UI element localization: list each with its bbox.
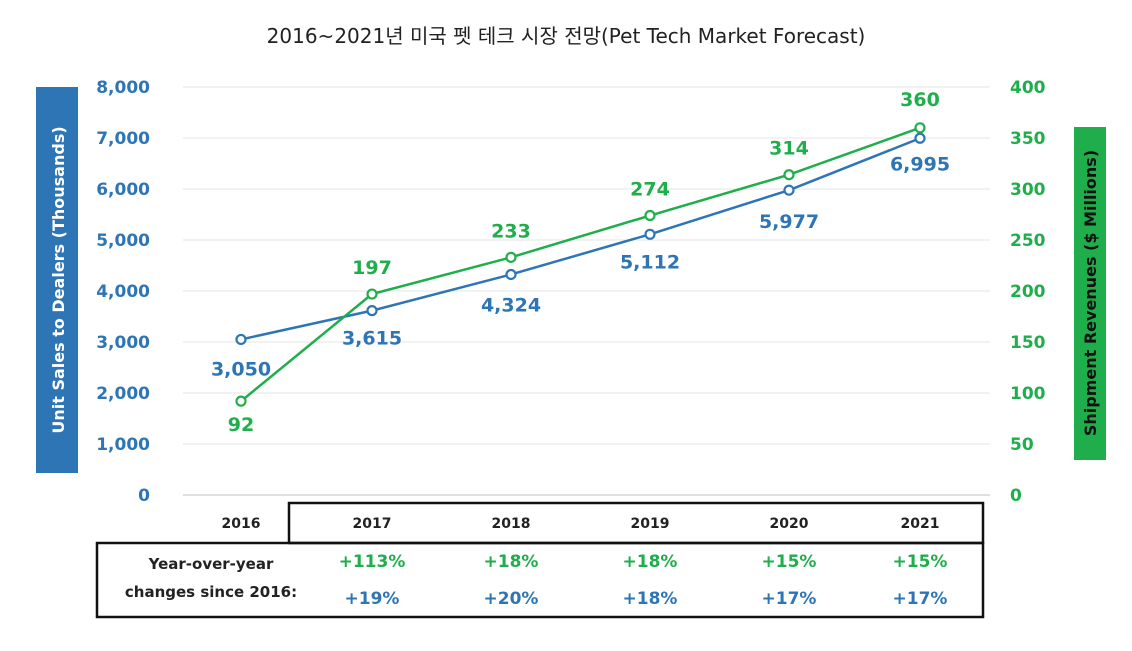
data-point [505,268,517,281]
data-label: 92 [228,414,254,436]
x-category-label: 2020 [770,516,809,532]
right-tick-label: 300 [1010,180,1046,200]
x-category-label: 2017 [353,516,392,532]
right-axis-ticks: 0 50 100 150 200 250 300 350 400 [1010,78,1046,506]
gridlines [183,86,990,496]
left-tick-label: 3,000 [96,333,150,353]
series-line [240,126,921,403]
data-label: 233 [491,220,531,242]
yoy-revenue-change: +18% [484,552,539,572]
data-point [366,305,378,317]
series-lines [235,122,926,407]
data-point [783,184,795,196]
yoy-label-line2: changes since 2016: [125,583,297,601]
left-tick-label: 0 [138,486,150,506]
data-label: 314 [769,138,809,160]
right-tick-label: 50 [1010,435,1034,455]
data-point [783,169,795,181]
data-labels: 3,050 3,615 4,324 5,112 5,977 6,995 92 197 233 27… [211,89,950,436]
data-point [644,228,656,240]
right-tick-label: 100 [1010,384,1046,404]
data-label: 4,324 [481,294,541,316]
chart-title: 2016~2021년 미국 펫 테크 시장 전망(Pet Tech Market… [267,24,866,48]
yoy-unit-change: +19% [345,589,400,609]
yoy-revenue-change: +113% [339,552,406,572]
left-axis-label-box [36,87,78,473]
x-category-label: 2019 [631,516,670,532]
yoy-unit-change: +20% [484,589,539,609]
right-tick-label: 400 [1010,78,1046,98]
left-tick-label: 1,000 [96,435,150,455]
yoy-unit-change: +18% [623,589,678,609]
data-label: 5,977 [759,211,819,233]
left-tick-label: 6,000 [96,180,150,200]
left-tick-label: 8,000 [96,78,150,98]
yoy-table-frame [95,541,985,619]
x-category-label: 2016 [222,516,261,532]
series-line [240,137,921,341]
yoy-revenue-change: +15% [893,552,948,572]
left-tick-label: 7,000 [96,129,150,149]
data-point [505,251,517,263]
right-axis-label-box [1074,127,1106,460]
left-tick-label: 2,000 [96,384,150,404]
data-point [644,209,656,222]
yoy-values: +113% +18% +18% +15% +15% +19% +20% +18% +17% +17… [339,552,948,609]
left-axis-ticks: 0 1,000 2,000 3,000 4,000 5,000 6,000 7,000 8,00… [96,78,150,506]
left-axis-label: Unit Sales to Dealers (Thousands) [49,126,68,433]
x-category-label: 2018 [492,516,531,532]
left-tick-label: 4,000 [96,282,150,302]
x-category-label: 2021 [901,516,940,532]
data-point [235,333,247,346]
data-label: 5,112 [620,251,680,273]
data-label: 3,615 [342,328,402,350]
x-axis-categories: 2016 2017 2018 2019 2020 2021 [222,516,940,532]
yoy-revenue-change: +15% [762,552,817,572]
data-point [914,132,926,144]
data-label: 274 [630,179,670,201]
yoy-unit-change: +17% [893,589,948,609]
right-tick-label: 250 [1010,231,1046,251]
data-label: 197 [352,257,392,279]
yoy-label-line1: Year-over-year [148,555,274,573]
data-point [914,122,926,134]
data-label: 6,995 [890,153,950,175]
right-axis-label: Shipment Revenues ($ Millions) [1081,150,1100,436]
yoy-revenue-change: +18% [623,552,678,572]
right-tick-label: 0 [1010,486,1022,506]
data-label: 3,050 [211,358,271,380]
data-point [366,288,378,300]
right-tick-label: 200 [1010,282,1046,302]
data-point [235,395,247,407]
yoy-unit-change: +17% [762,589,817,609]
data-label: 360 [900,89,940,111]
right-tick-label: 150 [1010,333,1046,353]
left-tick-label: 5,000 [96,231,150,251]
right-tick-label: 350 [1010,129,1046,149]
